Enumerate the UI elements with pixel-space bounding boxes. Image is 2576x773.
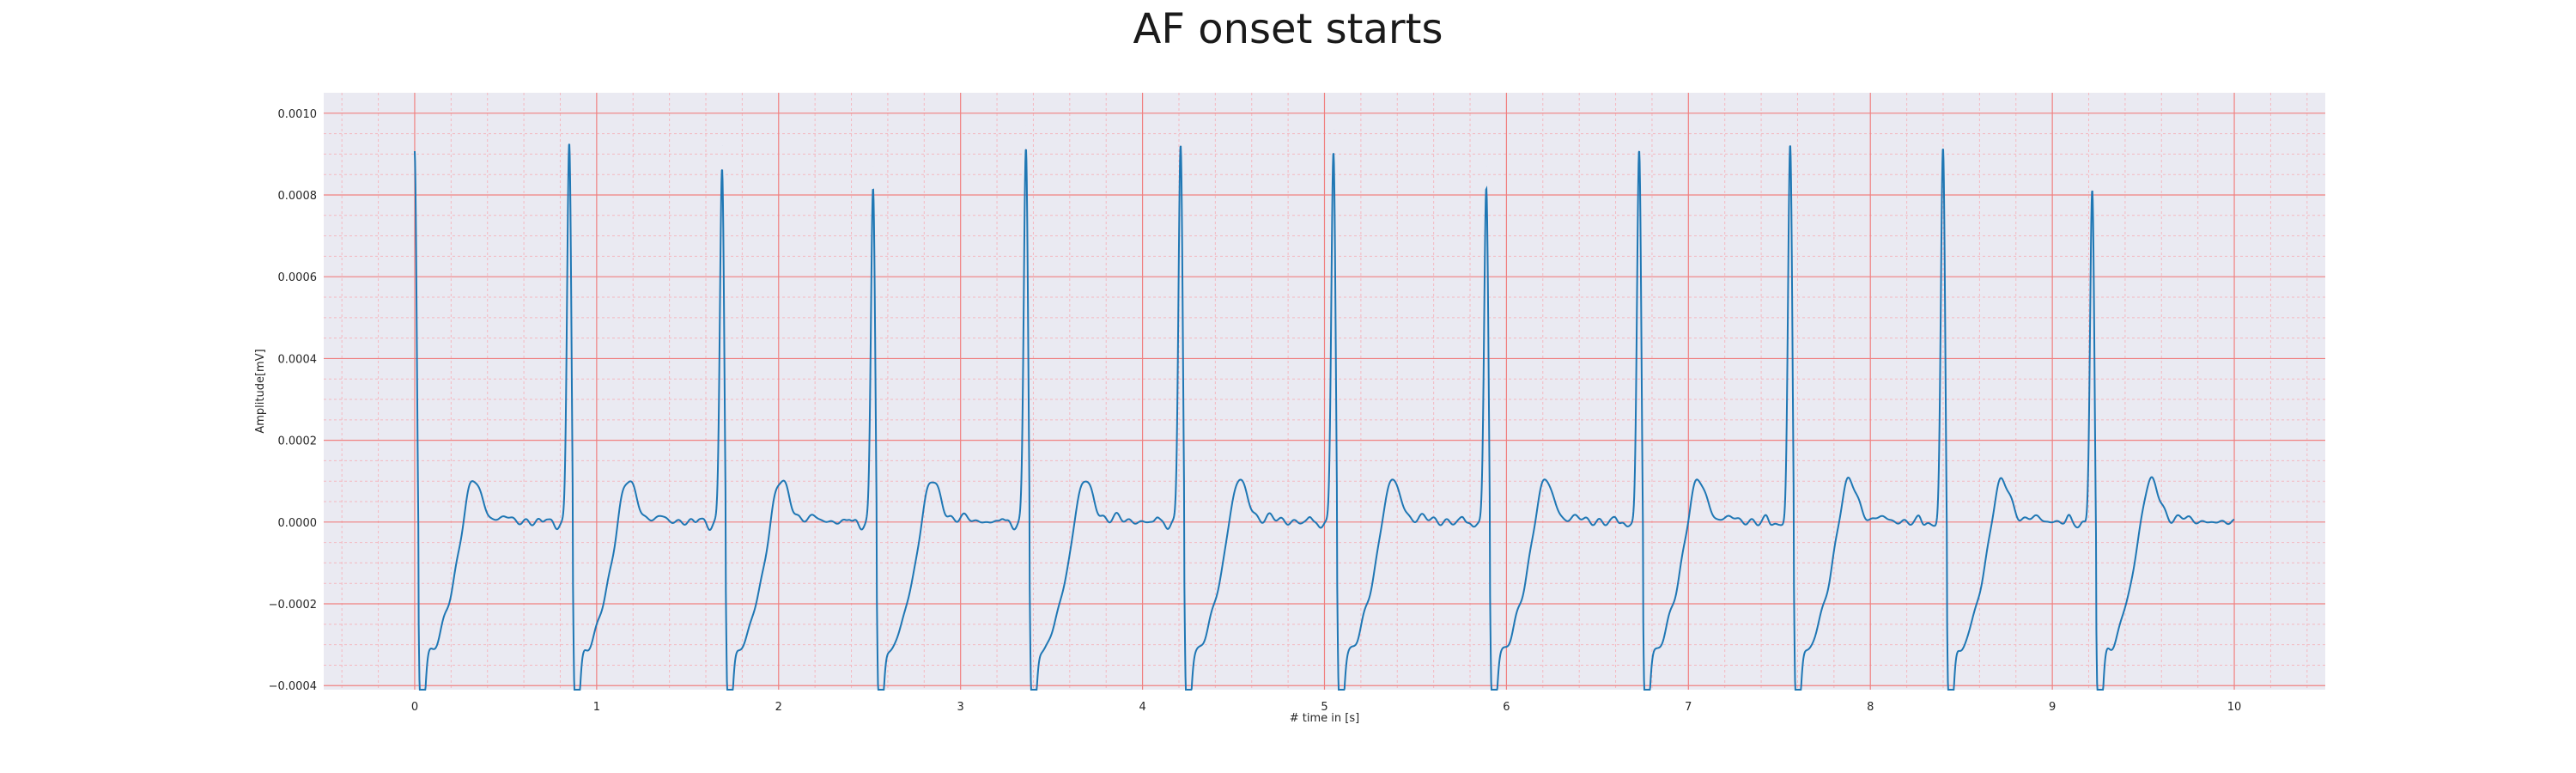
major-grid — [324, 93, 2325, 690]
tick-labels: 0 1 2 3 4 5 6 7 8 9 10 −0.0004 −0.0002 0.0000 0.0002 0.… — [269, 108, 2242, 714]
y-tick-label: 0.0000 — [278, 517, 318, 530]
y-tick-label: 0.0008 — [278, 190, 318, 203]
x-axis-label: # time in [s] — [1290, 712, 1359, 725]
x-tick-label: 9 — [2049, 701, 2056, 714]
x-tick-label: 3 — [957, 701, 964, 714]
y-tick-label: −0.0002 — [269, 599, 317, 612]
y-axis-label: Amplitude[mV] — [254, 349, 267, 433]
x-tick-label: 4 — [1139, 701, 1145, 714]
x-tick-label: 7 — [1685, 701, 1692, 714]
y-tick-label: 0.0010 — [278, 108, 318, 121]
x-tick-label: 10 — [2227, 701, 2242, 714]
ecg-series-line — [413, 143, 2235, 691]
series-layer — [413, 121, 2235, 691]
x-tick-label: 0 — [411, 701, 418, 714]
chart-title: AF onset starts — [1133, 5, 1443, 53]
y-tick-label: 0.0002 — [278, 435, 318, 448]
x-tick-label: 1 — [593, 701, 600, 714]
y-tick-label: 0.0006 — [278, 271, 318, 284]
x-tick-label: 6 — [1503, 701, 1510, 714]
y-tick-label: 0.0004 — [278, 353, 318, 366]
x-tick-label: 5 — [1321, 701, 1327, 714]
x-tick-label: 8 — [1867, 701, 1874, 714]
y-tick-label: −0.0004 — [269, 680, 317, 693]
x-tick-label: 2 — [775, 701, 782, 714]
